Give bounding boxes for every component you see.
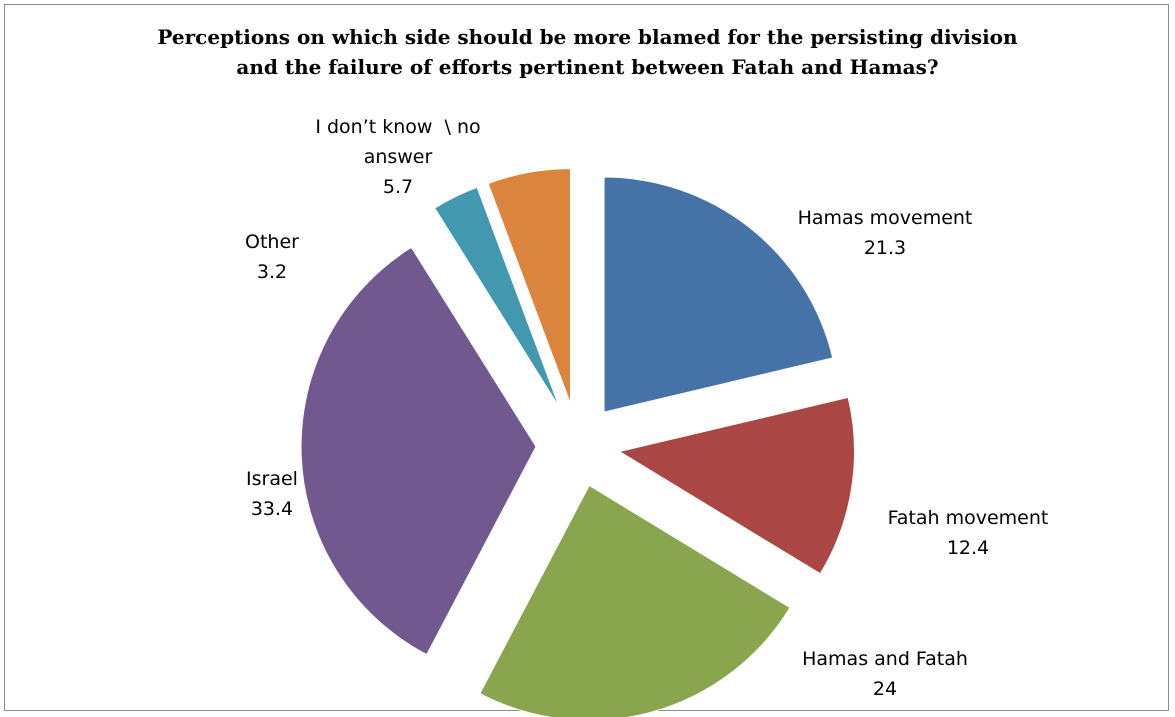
pie-slices bbox=[300, 168, 855, 717]
data-label-hamas-movement: Hamas movement 21.3 bbox=[798, 207, 973, 259]
data-label-israel: Israel 33.4 bbox=[246, 468, 298, 520]
pie-slice-hamas-movement bbox=[603, 176, 834, 413]
chart-title-line-2: and the failure of efforts pertinent bet… bbox=[236, 55, 939, 79]
data-label-fatah-movement: Fatah movement 12.4 bbox=[888, 507, 1049, 559]
data-label-other: Other 3.2 bbox=[245, 231, 299, 283]
pie-slice-hamas-and-fatah bbox=[479, 484, 791, 717]
pie-slice-fatah-movement bbox=[618, 396, 855, 575]
data-label-hamas-and-fatah: Hamas and Fatah 24 bbox=[802, 648, 968, 700]
chart-title: Perceptions on which side should be more… bbox=[0, 22, 1175, 82]
data-label-i-don-t-know-no-answer: I don’t know \ no answer 5.7 bbox=[315, 116, 480, 198]
chart-title-line-1: Perceptions on which side should be more… bbox=[157, 25, 1018, 49]
pie-slice-i-don-t-know-no-answer bbox=[487, 168, 572, 404]
pie-labels: Hamas movement 21.3 Fatah movement 12.4 Hama… bbox=[245, 116, 1048, 700]
pie-slice-israel bbox=[300, 246, 537, 656]
pie-slice-other bbox=[434, 186, 560, 408]
